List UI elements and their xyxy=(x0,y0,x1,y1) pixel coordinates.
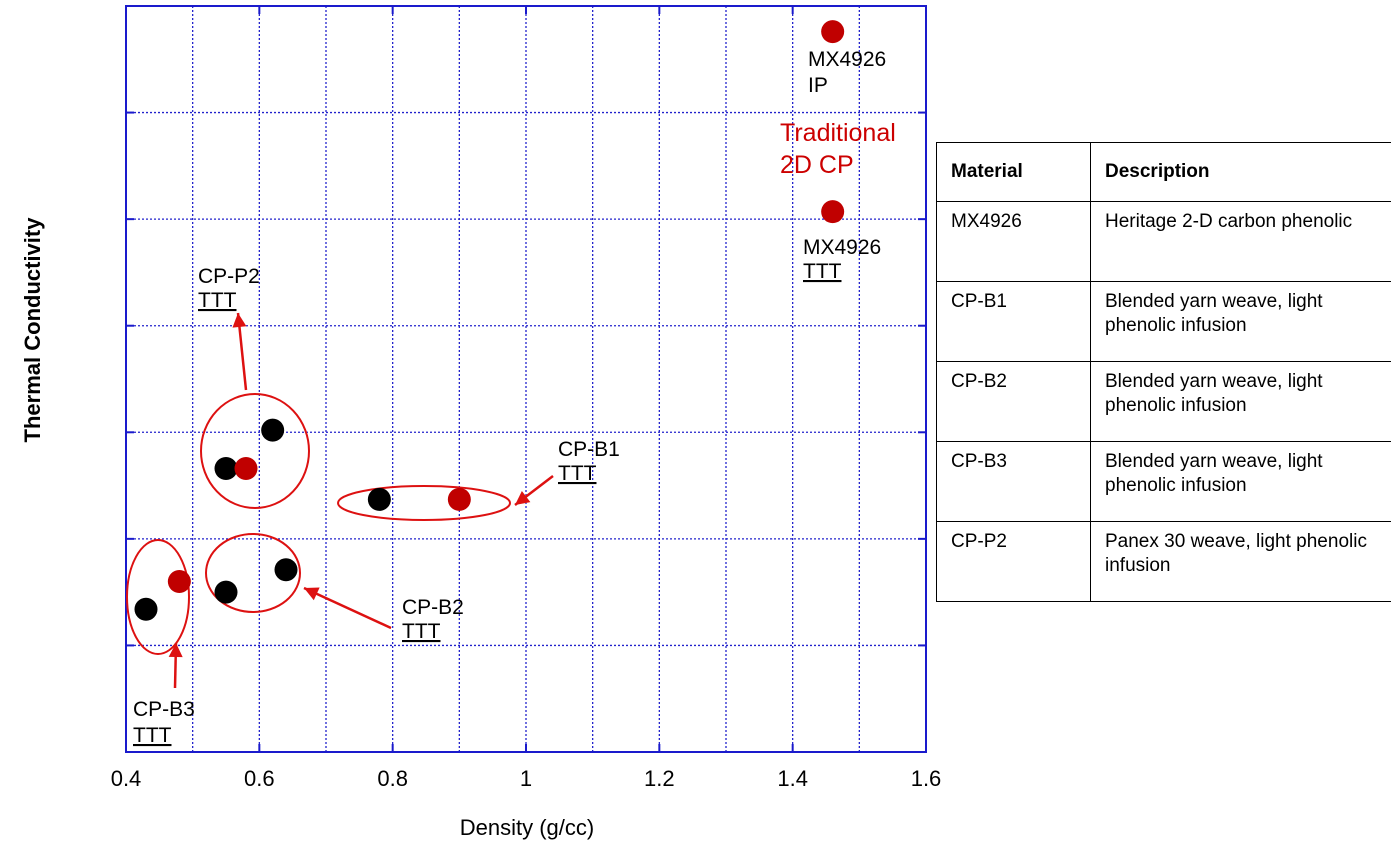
x-tick-label: 0.8 xyxy=(377,766,408,791)
x-tick-label: 1.2 xyxy=(644,766,675,791)
grid xyxy=(126,6,926,752)
annotation-label: IP xyxy=(808,74,828,97)
annotation-label: CP-P2 xyxy=(198,265,260,288)
table-header-row: Material Description xyxy=(936,142,1391,202)
table-cell-description: Heritage 2-D carbon phenolic xyxy=(1090,201,1391,282)
data-point xyxy=(261,418,285,442)
table-row: MX4926 Heritage 2-D carbon phenolic xyxy=(936,201,1391,282)
x-axis: 0.4 0.6 0.8 1 1.2 1.4 1.6 xyxy=(111,6,942,791)
annotation-label: MX4926 xyxy=(803,236,881,259)
data-point xyxy=(367,487,391,511)
table-row: CP-P2 Panex 30 weave, light phenolic inf… xyxy=(936,521,1391,602)
annotation-arrow-line xyxy=(303,586,392,630)
annotation-label: CP-B2 xyxy=(402,596,464,619)
table-cell-description: Blended yarn weave, light phenolic infus… xyxy=(1090,441,1391,522)
x-tick-label: 0.6 xyxy=(244,766,275,791)
annotation-label: TTT xyxy=(558,462,597,485)
arrow-head-icon xyxy=(515,490,531,505)
annotation-label: TTT xyxy=(198,289,237,312)
highlight-ellipse xyxy=(200,393,310,509)
table-row: CP-B3 Blended yarn weave, light phenolic… xyxy=(936,441,1391,522)
table-cell-description: Blended yarn weave, light phenolic infus… xyxy=(1090,281,1391,362)
arrow-head-icon xyxy=(232,313,247,328)
annotation-label: CP-B3 xyxy=(133,698,195,721)
data-point xyxy=(167,569,191,593)
arrow-head-icon xyxy=(168,643,183,658)
table-cell-material: MX4926 xyxy=(936,201,1091,282)
data-points xyxy=(134,20,845,621)
table-header-description: Description xyxy=(1090,142,1391,202)
data-point xyxy=(274,558,298,582)
annotation-label: CP-B1 xyxy=(558,438,620,461)
data-point xyxy=(134,597,158,621)
data-point xyxy=(821,200,845,224)
annotation-label: TTT xyxy=(803,260,842,283)
annotation-label: 2D CP xyxy=(780,151,854,179)
annotation-label: Traditional xyxy=(780,119,896,147)
data-point xyxy=(821,20,845,44)
x-tick-label: 1.6 xyxy=(911,766,942,791)
data-point xyxy=(214,457,238,481)
arrow-head-icon xyxy=(304,587,320,601)
highlight-ellipse xyxy=(205,533,301,613)
x-tick-label: 1.4 xyxy=(777,766,808,791)
table-cell-material: CP-B3 xyxy=(936,441,1091,522)
materials-table: Material Description MX4926 Heritage 2-D… xyxy=(936,142,1391,602)
y-axis-label: Thermal Conductivity xyxy=(20,217,45,443)
data-point xyxy=(447,487,471,511)
table-row: CP-B2 Blended yarn weave, light phenolic… xyxy=(936,361,1391,442)
x-axis-label: Density (g/cc) xyxy=(460,815,594,840)
table-cell-description: Blended yarn weave, light phenolic infus… xyxy=(1090,361,1391,442)
annotation-label: MX4926 xyxy=(808,48,886,71)
table-cell-material: CP-B2 xyxy=(936,361,1091,442)
table-cell-material: CP-B1 xyxy=(936,281,1091,362)
table-cell-description: Panex 30 weave, light phenolic infusion xyxy=(1090,521,1391,602)
table-row: CP-B1 Blended yarn weave, light phenolic… xyxy=(936,281,1391,362)
x-tick-label: 1 xyxy=(520,766,532,791)
annotation-arrows xyxy=(168,312,554,689)
annotation-label: TTT xyxy=(133,724,172,747)
data-point xyxy=(214,580,238,604)
highlight-ellipses xyxy=(126,393,511,655)
table-header-material: Material xyxy=(936,142,1091,202)
data-point xyxy=(234,457,258,481)
annotation-label: TTT xyxy=(402,620,441,643)
table-cell-material: CP-P2 xyxy=(936,521,1091,602)
highlight-ellipse xyxy=(126,539,190,655)
x-tick-label: 0.4 xyxy=(111,766,142,791)
highlight-ellipse xyxy=(337,485,511,521)
